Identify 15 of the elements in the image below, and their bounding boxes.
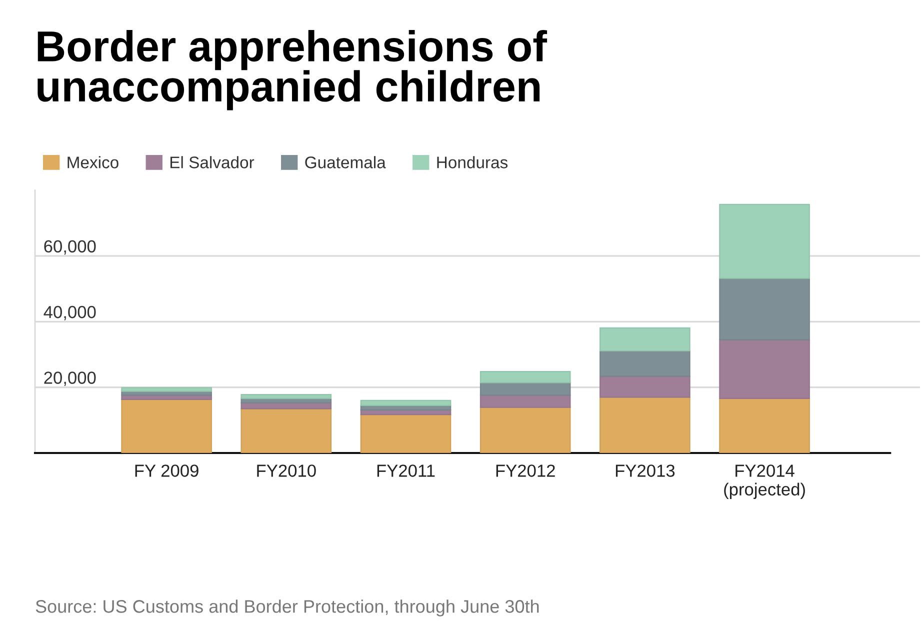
chart-title: Border apprehensions of unaccompanied children [38, 30, 548, 110]
legend-label: Guatemala [305, 156, 386, 168]
legend-label: Mexico [68, 156, 118, 168]
legend-label: Honduras [437, 156, 508, 168]
x-tick-label: FY2010 [257, 464, 316, 477]
legend-label: El Salvador [170, 156, 254, 168]
y-tick-label: 40,000 [44, 306, 96, 320]
y-tick-label: 60,000 [44, 240, 96, 255]
x-tick-label: FY2013 [616, 464, 675, 477]
source-note: Source: US Customs and Border Protection, through June 30th [36, 600, 539, 616]
y-tick-label: 20,000 [44, 372, 96, 386]
x-tick-label: FY2012 [496, 464, 555, 477]
x-tick-label: FY2011 [377, 464, 435, 477]
x-tick-label: FY2014 (projected) [724, 464, 805, 499]
x-tick-label: FY 2009 [135, 464, 198, 477]
